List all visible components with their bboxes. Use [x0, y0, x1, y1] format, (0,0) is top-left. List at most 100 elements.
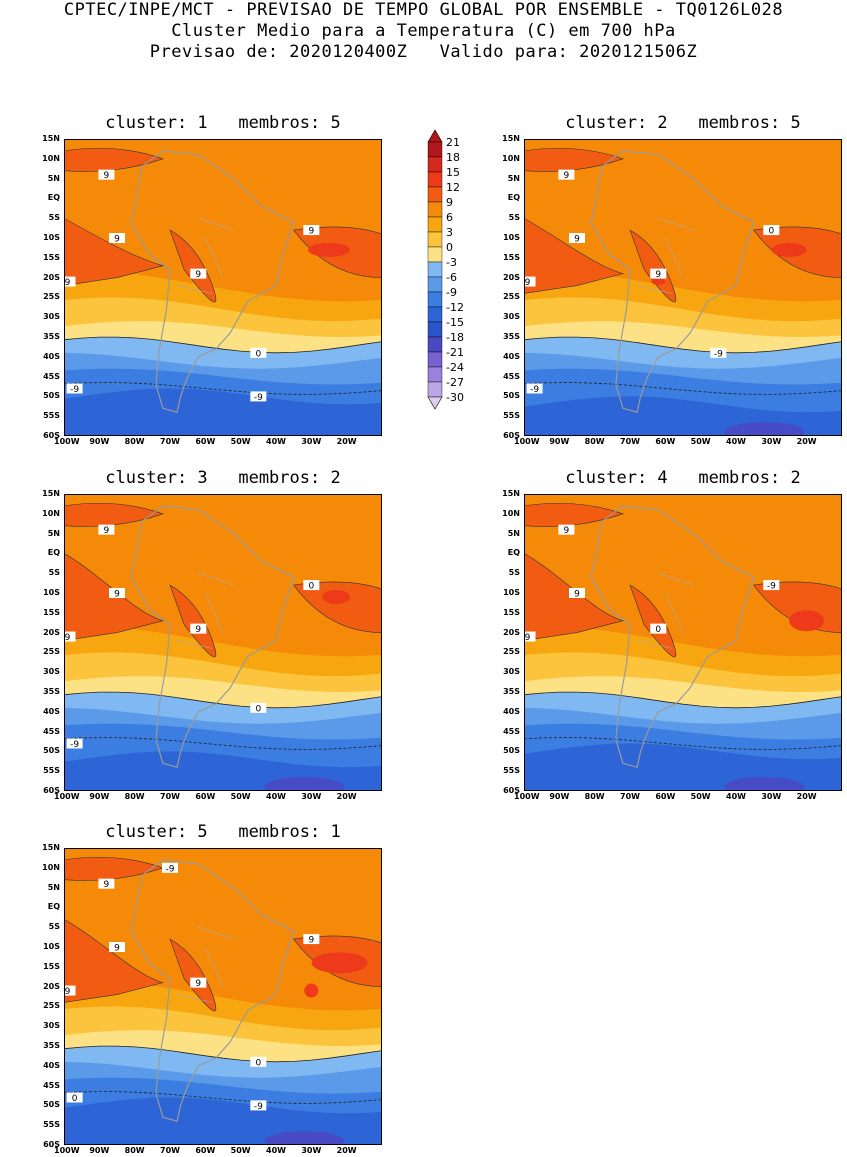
svg-text:0: 0: [308, 582, 314, 592]
lat-tick-label: 45S: [43, 1080, 60, 1090]
colorbar-label: -3: [446, 256, 457, 269]
svg-text:9: 9: [525, 633, 531, 643]
lon-tick-label: 20W: [796, 792, 817, 801]
svg-text:9: 9: [65, 633, 71, 643]
svg-text:9: 9: [104, 171, 110, 181]
lat-tick-label: 15N: [42, 134, 60, 143]
colorbar-segment: [427, 246, 443, 263]
colorbar-label: -9: [446, 286, 457, 299]
lon-tick-label: 80W: [124, 792, 145, 801]
colorbar-label: 3: [446, 226, 453, 239]
lon-tick-label: 70W: [160, 437, 180, 446]
lat-tick-label: 25S: [503, 647, 520, 657]
lon-tick-label: 100W: [54, 437, 80, 446]
lat-tick-label: 20S: [503, 627, 520, 637]
contour-label: 9: [98, 524, 115, 536]
colorbar-segment: [427, 306, 443, 323]
lat-tick-label: 35S: [43, 687, 60, 696]
lat-tick-label: EQ: [507, 548, 520, 558]
lat-tick-label: 5N: [47, 882, 60, 892]
lat-tick-label: 30S: [503, 667, 520, 677]
contour-label: 9: [109, 942, 125, 954]
lat-tick-label: 35S: [43, 1041, 60, 1050]
lat-tick-label: 10N: [42, 862, 60, 872]
colorbar-segment: [427, 141, 443, 158]
lon-tick-label: 100W: [514, 437, 540, 446]
contour-label: 0: [650, 623, 667, 635]
lat-tick-label: 10S: [43, 588, 60, 597]
lat-tick-label: 30S: [503, 312, 520, 322]
colorbar-segment: [427, 276, 443, 293]
lon-tick-label: 90W: [89, 792, 110, 801]
lat-tick-label: 5S: [48, 568, 60, 578]
contour-label: 9: [190, 623, 207, 635]
lat-tick-label: EQ: [47, 193, 60, 203]
lat-tick-label: 60S: [43, 1140, 60, 1149]
svg-text:9: 9: [574, 235, 580, 245]
contour-label: -9: [710, 347, 727, 359]
contour-label: 9: [569, 588, 585, 600]
lon-tick-label: 90W: [89, 1146, 110, 1155]
lon-tick-label: 30W: [301, 437, 322, 446]
svg-text:0: 0: [255, 349, 261, 359]
lon-tick-label: 30W: [301, 1146, 322, 1155]
lon-tick-label: 30W: [761, 792, 782, 801]
temperature-map: 9 9 9 9 9 0 -9 -9: [64, 139, 382, 436]
svg-text:9: 9: [564, 171, 570, 181]
lon-tick-label: 80W: [124, 437, 145, 446]
lat-tick-label: 55S: [503, 411, 520, 421]
lon-tick-label: 70W: [160, 792, 180, 801]
lat-tick-label: 55S: [43, 411, 60, 421]
lat-tick-label: 15S: [503, 607, 520, 617]
lat-tick-label: 15S: [43, 607, 60, 617]
lat-tick-label: 15N: [42, 489, 60, 498]
lat-tick-label: 60S: [43, 431, 60, 440]
lat-tick-label: 25S: [43, 1001, 60, 1011]
lon-tick-label: 50W: [230, 1146, 251, 1155]
lon-tick-label: 70W: [620, 792, 640, 801]
lat-tick-label: 50S: [43, 746, 60, 756]
lat-tick-label: 50S: [43, 391, 60, 401]
lat-tick-label: 50S: [503, 391, 520, 401]
contour-label: 9: [98, 878, 115, 890]
lat-tick-label: 10N: [502, 508, 520, 518]
svg-text:9: 9: [195, 270, 201, 280]
lat-tick-label: 50S: [503, 746, 520, 756]
lat-tick-label: 40S: [43, 1060, 60, 1070]
lon-tick-label: 100W: [54, 792, 80, 801]
lat-tick-label: 45S: [43, 726, 60, 736]
svg-text:9: 9: [574, 590, 580, 600]
contour-label: 0: [250, 1056, 267, 1068]
colorbar-segment: [427, 321, 443, 338]
svg-text:0: 0: [655, 625, 661, 635]
colorbar-label: 0: [446, 241, 453, 254]
lat-tick-label: 55S: [43, 1120, 60, 1130]
lat-tick-label: 55S: [43, 766, 60, 776]
temperature-map: 9 9 9 0 -9: [524, 494, 842, 791]
lat-tick-label: 5S: [508, 568, 520, 578]
lat-tick-label: 5N: [507, 528, 520, 538]
lat-tick-label: 35S: [503, 332, 520, 341]
contour-label: -9: [250, 391, 267, 403]
colorbar-segment: [427, 351, 443, 368]
lat-tick-label: 50S: [43, 1100, 60, 1110]
contour-label: 9: [64, 985, 76, 997]
contour-label: 0: [250, 347, 267, 359]
contour-label: 9: [524, 276, 536, 288]
contour-label: 0: [250, 702, 267, 714]
lat-tick-label: 20S: [503, 272, 520, 282]
lat-tick-label: 10S: [503, 588, 520, 597]
svg-text:-9: -9: [166, 864, 175, 874]
lat-tick-label: 15S: [43, 252, 60, 262]
lat-tick-label: 10S: [43, 942, 60, 951]
lat-tick-label: EQ: [47, 902, 60, 912]
colorbar-segment: [427, 291, 443, 308]
lat-tick-label: 5S: [48, 922, 60, 932]
lat-tick-label: 20S: [43, 627, 60, 637]
colorbar-segment: [427, 156, 443, 173]
lat-tick-label: 35S: [503, 687, 520, 696]
svg-text:0: 0: [255, 704, 261, 714]
lon-tick-label: 80W: [124, 1146, 145, 1155]
lat-tick-label: 5S: [508, 213, 520, 223]
lat-tick-label: 60S: [43, 786, 60, 795]
